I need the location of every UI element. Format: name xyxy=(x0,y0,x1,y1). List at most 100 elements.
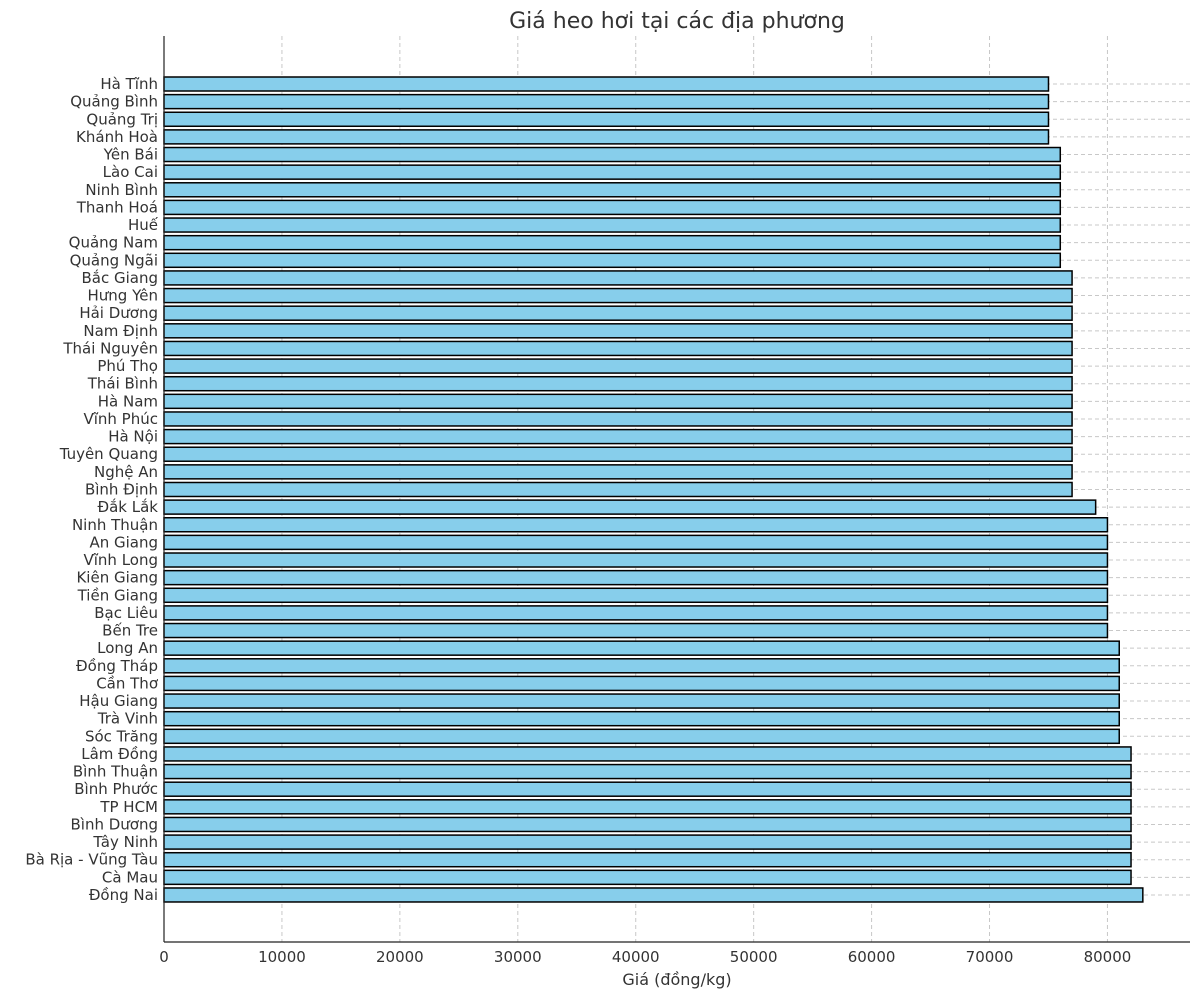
y-tick-label: Bình Thuận xyxy=(73,763,158,781)
bar xyxy=(163,569,1109,586)
bar xyxy=(163,658,1120,674)
y-tick-label: Bắc Giang xyxy=(81,269,158,287)
bar xyxy=(163,428,1073,445)
y-tick-label: Tuyên Quang xyxy=(59,445,158,463)
y-tick-label: Quảng Ngãi xyxy=(70,251,158,269)
bar xyxy=(163,182,1062,198)
bar xyxy=(163,375,1073,392)
y-tick-label: Lào Cai xyxy=(103,163,158,181)
bar xyxy=(163,781,1132,797)
bar xyxy=(163,499,1097,515)
bar xyxy=(163,358,1073,374)
y-tick-label: Bến Tre xyxy=(102,622,158,640)
y-tick-label: Đồng Nai xyxy=(89,886,158,904)
bar xyxy=(163,481,1073,498)
bar xyxy=(163,76,1050,92)
bar xyxy=(163,323,1073,339)
bar xyxy=(163,552,1109,568)
y-tick-label: Đắk Lắk xyxy=(97,498,158,516)
y-tick-label: Bạc Liêu xyxy=(94,604,158,622)
y-tick-label: Thái Bình xyxy=(87,375,158,393)
bar xyxy=(163,393,1073,410)
y-tick-label: Ninh Thuận xyxy=(72,516,158,534)
bar xyxy=(163,411,1073,427)
y-tick-label: Hà Nội xyxy=(108,428,158,446)
y-tick-label: Trà Vinh xyxy=(97,710,158,728)
y-tick-label: Khánh Hoà xyxy=(76,128,158,146)
bar xyxy=(163,534,1109,551)
x-tick-labels: 0 10000 20000 30000 40000 50000 60000 70000 8000… xyxy=(159,948,1131,966)
y-tick-label: Nghệ An xyxy=(94,463,158,481)
bar xyxy=(163,640,1120,656)
y-tick-label: Cần Thơ xyxy=(96,674,159,692)
bar xyxy=(163,252,1062,269)
bar xyxy=(163,622,1109,639)
bar xyxy=(163,816,1132,833)
y-tick-label: TP HCM xyxy=(99,798,158,816)
y-tick-label: Kiên Giang xyxy=(76,569,158,587)
x-tick-label: 60000 xyxy=(848,948,896,966)
bar xyxy=(163,834,1132,850)
chart-title: Giá heo hơi tại các địa phương xyxy=(509,9,845,34)
x-tick-label: 80000 xyxy=(1084,948,1132,966)
bar xyxy=(163,464,1073,480)
y-tick-label: Huế xyxy=(128,216,159,234)
y-tick-label: Vĩnh Long xyxy=(83,551,158,569)
x-tick-label: 0 xyxy=(159,948,169,966)
y-tick-label: Bình Dương xyxy=(70,815,158,833)
x-tick-label: 10000 xyxy=(258,948,306,966)
bar xyxy=(163,234,1062,251)
y-tick-label: Đồng Tháp xyxy=(76,657,158,675)
x-tick-label: 30000 xyxy=(494,948,542,966)
y-tick-label: Lâm Đồng xyxy=(81,745,158,763)
y-tick-label: Long An xyxy=(97,639,158,657)
bar xyxy=(163,693,1120,709)
y-tick-label: Sóc Trăng xyxy=(85,727,158,745)
bar xyxy=(163,763,1132,780)
x-tick-label: 40000 xyxy=(612,948,660,966)
y-tick-label: Tiền Giang xyxy=(77,586,158,604)
bar xyxy=(163,217,1062,233)
y-tick-label: Thái Nguyên xyxy=(62,339,158,357)
bar xyxy=(163,129,1050,145)
y-tick-label: Hải Dương xyxy=(79,304,158,322)
x-tick-label: 50000 xyxy=(730,948,778,966)
y-tick-label: Yên Bái xyxy=(103,146,158,164)
bar xyxy=(163,799,1132,815)
y-tick-label: Quảng Bình xyxy=(70,93,158,111)
y-tick-label: Thanh Hoá xyxy=(76,198,158,216)
bar xyxy=(163,746,1132,762)
bar xyxy=(163,869,1132,886)
bar xyxy=(163,710,1120,727)
x-tick-label: 20000 xyxy=(376,948,424,966)
bar xyxy=(163,199,1062,216)
bar xyxy=(163,287,1073,304)
bar xyxy=(163,887,1144,903)
y-tick-label: An Giang xyxy=(89,533,158,551)
y-tick-label: Quảng Nam xyxy=(69,234,158,252)
y-tick-label: Hà Nam xyxy=(98,392,158,410)
y-tick-label: Vĩnh Phúc xyxy=(83,410,158,428)
bar xyxy=(163,675,1120,692)
y-tick-label: Hậu Giang xyxy=(79,692,158,710)
y-tick-label: Bình Phước xyxy=(74,780,158,798)
bar xyxy=(163,446,1073,462)
y-tick-label: Bà Rịa - Vũng Tàu xyxy=(25,851,158,869)
bar xyxy=(163,587,1109,604)
bar xyxy=(163,164,1062,180)
y-tick-label: Nam Định xyxy=(83,322,158,340)
y-tick-label: Ninh Bình xyxy=(85,181,158,199)
bar xyxy=(163,851,1132,868)
y-tick-label: Hưng Yên xyxy=(88,287,159,305)
y-tick-label: Cà Mau xyxy=(102,868,158,886)
bar xyxy=(163,305,1073,321)
bar xyxy=(163,111,1050,128)
bar xyxy=(163,605,1109,621)
bar xyxy=(163,93,1050,110)
bar xyxy=(163,146,1062,163)
x-axis-label: Giá (đồng/kg) xyxy=(622,970,731,989)
bar xyxy=(163,517,1109,533)
bar xyxy=(163,728,1120,745)
